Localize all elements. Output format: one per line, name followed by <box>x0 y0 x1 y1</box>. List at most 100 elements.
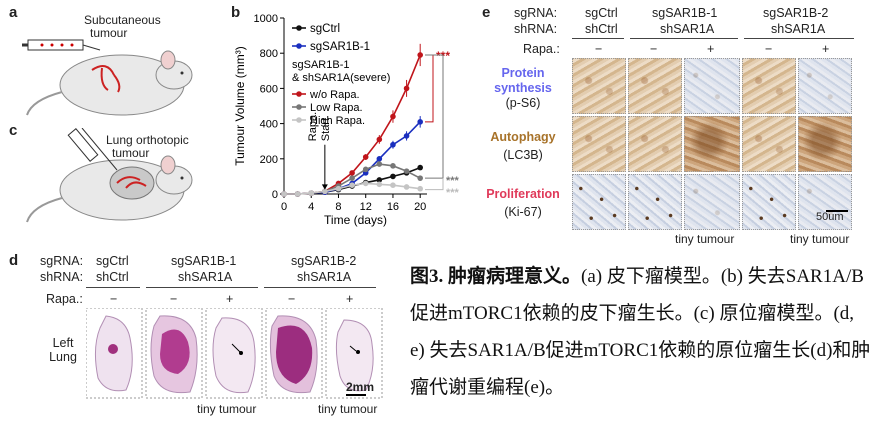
sig-bracket-dark <box>425 54 444 179</box>
y-tick-label: 1000 <box>254 13 278 25</box>
x-axis-label: Time (days) <box>324 213 387 227</box>
ihc-image <box>628 58 682 114</box>
panel-e-group3-sg: sgSAR1B-2 <box>763 6 829 20</box>
panel-d-shrna-label: shRNA: <box>40 270 84 284</box>
data-point <box>417 175 423 181</box>
x-tick-label: 8 <box>335 201 341 213</box>
ihc-image <box>684 116 740 172</box>
mouse-illustration-a <box>22 39 193 116</box>
legend-low-label: Low Rapa. <box>310 102 363 114</box>
panel-d-group1-sh: shCtrl <box>96 270 129 284</box>
ihc-image <box>798 174 852 230</box>
panel-e-group1-sh: shCtrl <box>585 22 618 36</box>
panel-d-divider-2 <box>146 287 258 288</box>
panel-d-tiny-tumour-1: tiny tumour <box>197 402 257 416</box>
panel-d-rapa-5: + <box>346 292 354 306</box>
data-point <box>376 161 383 167</box>
ihc-image <box>742 58 796 114</box>
panel-e-sgrna-label: sgRNA: <box>514 6 558 20</box>
panel-d-rapa-label: Rapa.: <box>46 292 83 306</box>
sig-label-light: *** <box>446 187 460 199</box>
rapa-start-label-2: Start <box>320 118 332 141</box>
panel-d-row-label-line2: Lung <box>49 350 77 364</box>
legend-group-line1: sgSAR1B-1 <box>292 59 349 71</box>
lung-image-3 <box>205 308 263 399</box>
panel-e-row3-marker: (Ki-67) <box>504 205 542 219</box>
panel-e-scale-bar <box>826 210 848 212</box>
ihc-image <box>572 174 626 230</box>
panel-d-sgrna-label: sgRNA: <box>40 254 84 268</box>
panel-e-row2-label: Autophagy (LC3B) <box>478 128 568 164</box>
data-point <box>362 166 369 173</box>
legend-sgctrl-label: sgCtrl <box>310 23 340 35</box>
ihc-image <box>572 58 626 114</box>
x-tick-label: 0 <box>281 201 287 213</box>
panel-a-title-line2: tumour <box>90 26 128 40</box>
ihc-image <box>798 116 852 172</box>
panel-e-divider-2 <box>630 38 738 39</box>
legend-high-marker <box>296 117 302 123</box>
data-point <box>349 175 355 181</box>
data-point <box>376 156 383 162</box>
x-tick-label: 12 <box>360 201 372 213</box>
data-point <box>403 184 410 190</box>
ihc-image <box>742 174 796 230</box>
panel-e-row3-name1: Proliferation <box>486 187 560 201</box>
panel-d-group1-sg: sgCtrl <box>96 254 129 268</box>
caption-title: 图3. 肿瘤病理意义。 <box>410 266 582 287</box>
panel-d-row-label: Left Lung <box>38 336 88 364</box>
data-point <box>308 190 315 196</box>
panel-c-title-line1: Lung orthotopic <box>106 133 189 147</box>
panel-a-title: Subcutaneous tumour <box>84 14 161 40</box>
panel-e-rapa-label: Rapa.: <box>523 42 560 56</box>
data-point <box>349 170 355 176</box>
x-tick-label: 20 <box>414 201 426 213</box>
data-point <box>281 191 287 197</box>
figure-caption: 图3. 肿瘤病理意义。(a) 皮下瘤模型。(b) 失去SAR1A/B促进mTOR… <box>410 258 872 406</box>
data-point <box>349 182 355 188</box>
ihc-image <box>684 174 740 230</box>
data-point <box>294 191 301 197</box>
panel-e-divider-3 <box>744 38 854 39</box>
panel-d-rapa-4: − <box>288 292 296 306</box>
panel-d-divider-1 <box>86 287 140 288</box>
panel-d-scale-label: 2mm <box>346 380 375 394</box>
panel-e-row2-name1: Autophagy <box>490 130 556 144</box>
data-point <box>362 180 369 187</box>
panel-e-group2-sh: shSAR1A <box>660 22 715 36</box>
panel-d-group3-sg: sgSAR1B-2 <box>291 254 357 268</box>
panel-e-rapa-1: − <box>595 42 603 56</box>
lung-image-1 <box>86 308 143 399</box>
rapa-start-arrowhead <box>321 184 328 190</box>
y-axis-label: Tumour Volume (mm³) <box>233 46 247 166</box>
ihc-image <box>572 116 626 172</box>
panel-a-label: a <box>9 4 18 21</box>
legend-sgsar1b-marker <box>296 43 302 49</box>
ihc-image <box>628 174 682 230</box>
panel-d-rapa-2: − <box>170 292 178 306</box>
legend-sgsar1b-label: sgSAR1B-1 <box>310 41 370 53</box>
panel-a-title-line1: Subcutaneous <box>84 13 161 27</box>
data-point <box>417 185 423 192</box>
legend-group-line2: & shSAR1A(severe) <box>292 72 390 84</box>
legend-high-label: High Rapa. <box>310 115 365 127</box>
panel-e-rapa-5: + <box>822 42 830 56</box>
panel-e-rapa-3: + <box>707 42 715 56</box>
panel-e-tiny-tumour-1: tiny tumour <box>675 232 735 246</box>
data-point <box>417 164 423 171</box>
panel-d-divider-3 <box>264 287 376 288</box>
panel-e-label: e <box>482 4 491 21</box>
panel-d-group3-sh: shSAR1A <box>297 270 352 284</box>
ihc-image <box>684 58 740 114</box>
panel-e-rapa-4: − <box>765 42 773 56</box>
ihc-image <box>628 116 682 172</box>
panel-d-rapa-1: − <box>110 292 118 306</box>
data-point <box>335 185 342 192</box>
y-tick-label: 800 <box>260 48 278 60</box>
panel-e-group1-sg: sgCtrl <box>585 6 618 20</box>
data-point <box>390 182 396 188</box>
y-tick-label: 200 <box>260 154 278 166</box>
data-point <box>376 177 383 183</box>
panel-d-tiny-tumour-2: tiny tumour <box>318 402 378 416</box>
legend-low-marker <box>296 104 302 110</box>
